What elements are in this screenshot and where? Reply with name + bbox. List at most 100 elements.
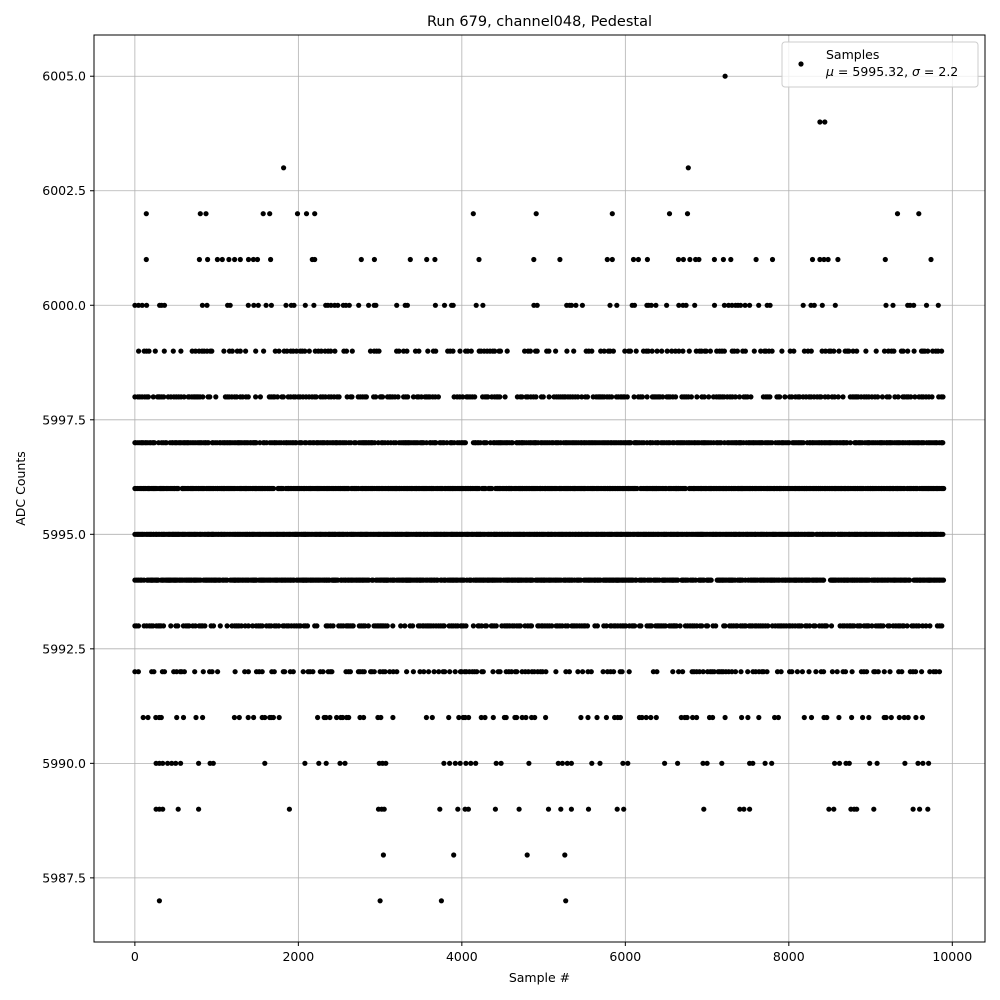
data-point [923,623,929,629]
data-point [633,348,639,354]
data-point [579,394,585,400]
legend-label: Samples [826,47,879,62]
data-point [818,394,824,400]
data-point [313,394,319,400]
data-point [236,714,242,721]
data-point [231,714,237,721]
data-point [611,669,617,675]
data-point [907,302,913,308]
data-point [404,348,410,354]
data-point [907,577,913,583]
data-point [485,394,491,400]
data-point [205,440,212,446]
data-point [293,348,300,354]
data-point [366,302,372,308]
data-point [340,714,346,721]
data-point [384,623,390,629]
data-point [468,760,474,766]
data-point [346,714,352,721]
data-point [774,669,781,675]
data-point [196,806,202,812]
data-point [575,394,581,400]
data-point [407,256,413,263]
data-point [778,669,784,675]
data-point [468,348,474,354]
data-point [284,348,290,354]
data-point [936,669,943,675]
data-point [620,760,626,766]
data-point [732,394,739,400]
data-point [145,714,151,721]
data-point [864,669,870,675]
data-point [900,348,906,354]
data-point [603,714,610,721]
data-point [356,302,362,308]
data-point [822,348,829,354]
data-point [283,302,289,308]
data-point [619,669,625,675]
data-point [276,348,282,354]
data-point [199,302,205,308]
data-point [625,760,631,766]
data-point [181,669,187,675]
data-point [543,714,549,721]
data-point [836,348,842,354]
data-point [151,440,158,446]
data-point [472,394,478,400]
data-point [832,394,838,400]
data-point [394,669,400,675]
data-points [132,73,947,904]
data-point [452,669,458,675]
data-point [446,714,452,721]
data-point [557,256,563,263]
data-point [483,440,489,446]
data-point [694,714,700,721]
data-point [417,669,423,675]
data-point [835,256,841,263]
data-point [423,714,429,721]
data-point [713,623,719,629]
data-point [186,623,192,629]
data-point [534,348,540,354]
data-point [398,623,404,629]
data-point [913,669,919,675]
data-point [327,714,333,721]
data-point [835,394,841,400]
data-point [192,623,198,629]
x-tick-label: 0 [131,949,139,964]
data-point [245,669,251,675]
data-point [200,714,206,721]
data-point [812,623,818,629]
data-point [349,348,355,354]
x-tick-label: 6000 [609,949,641,964]
data-point [700,760,706,766]
data-point [390,714,396,721]
data-point [854,348,860,354]
data-point [568,760,575,766]
data-point [217,623,223,629]
data-point [514,669,520,675]
data-point [940,531,946,537]
data-point [584,394,591,400]
data-point [519,714,525,721]
data-point [192,348,199,354]
data-point [563,898,569,904]
data-point [315,714,321,721]
data-point [821,669,827,675]
data-point [437,806,443,812]
data-point [394,302,400,308]
y-tick-label: 6005.0 [42,69,86,84]
data-point [905,348,911,354]
x-axis-ticks: 0 2000 4000 6000 8000 10000 [131,942,972,964]
data-point [753,256,759,263]
data-point [457,760,463,766]
y-tick-label: 5992.5 [42,641,86,656]
data-point [745,669,751,675]
data-point [901,714,907,721]
data-point [463,760,469,766]
data-point [156,898,162,904]
data-point [260,211,266,217]
data-point [638,623,644,629]
data-point [318,348,324,354]
